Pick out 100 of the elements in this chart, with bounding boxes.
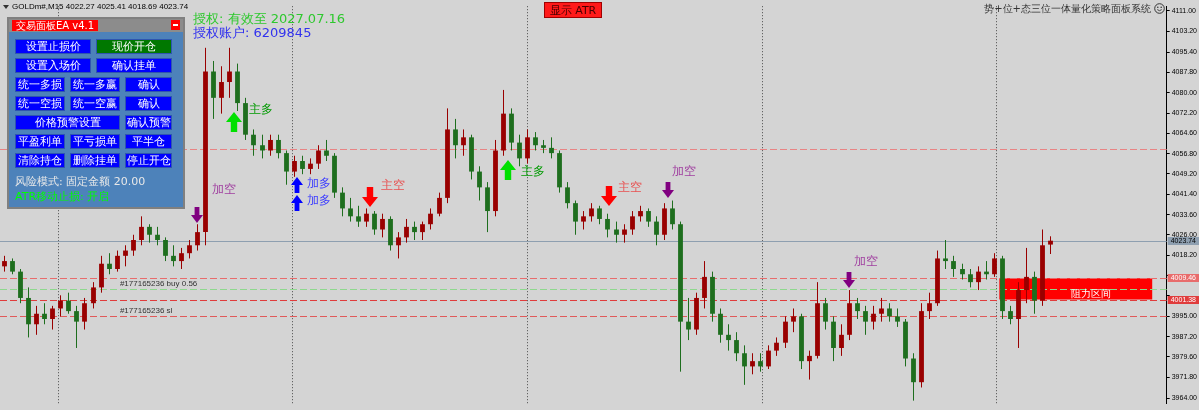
- candlestick: [380, 213, 385, 238]
- candlestick: [461, 128, 466, 157]
- annotation: 主空: [618, 180, 643, 195]
- candlestick: [356, 205, 361, 228]
- candlestick: [251, 128, 256, 157]
- candlestick: [340, 186, 345, 217]
- candlestick: [99, 255, 104, 294]
- annotation: 确认挂单: [96, 58, 172, 73]
- candlestick: [42, 302, 47, 325]
- annotation: 势+位+态三位一体量化策略面板系统: [984, 3, 1151, 14]
- candlestick: [485, 181, 490, 233]
- candlestick: [774, 336, 779, 357]
- annotation: 加空: [212, 182, 237, 197]
- candlestick: [943, 239, 948, 270]
- annotation: 确认: [125, 77, 172, 92]
- candlestick: [179, 247, 184, 270]
- annotation: 现价开仓: [96, 39, 172, 54]
- candlestick: [968, 268, 973, 288]
- annotation: 清除持仓: [15, 153, 65, 168]
- annotation: 平半仓: [125, 134, 172, 149]
- candlestick: [750, 352, 755, 375]
- candlestick: [82, 297, 87, 331]
- candlestick: [131, 234, 136, 257]
- candlestick: [1032, 271, 1037, 315]
- candlestick: [453, 118, 458, 159]
- candlestick: [404, 218, 409, 244]
- candlestick: [428, 207, 433, 230]
- candlestick: [871, 305, 876, 331]
- candlestick: [702, 260, 707, 309]
- annotation: 统一空损: [15, 96, 65, 111]
- candlestick: [155, 226, 160, 246]
- candlestick: [268, 134, 273, 157]
- candlestick: [437, 192, 442, 217]
- candlestick: [565, 181, 570, 209]
- candlestick: [74, 305, 79, 349]
- candlestick: [654, 215, 659, 246]
- candlestick: [517, 134, 522, 167]
- candlestick: [292, 155, 297, 178]
- annotation: 加多: [306, 193, 331, 208]
- candlestick: [219, 65, 224, 115]
- candlestick: [187, 239, 192, 259]
- candlestick: [316, 144, 321, 170]
- candlestick: [646, 207, 651, 228]
- annotation: 平盈利单: [15, 134, 65, 149]
- candlestick: [791, 307, 796, 333]
- candlestick: [742, 344, 747, 386]
- candlestick: [227, 47, 232, 99]
- candlestick: [139, 215, 144, 246]
- candlestick: [726, 323, 731, 352]
- candlestick: [58, 294, 63, 317]
- annotation: 删除挂单: [70, 153, 120, 168]
- text: 交易面板EA v4.1: [12, 20, 99, 31]
- annotation: 加空: [853, 254, 878, 269]
- annotation: 风险模式: 固定金额 20.00: [15, 175, 146, 188]
- candlestick: [951, 255, 956, 278]
- annotation: 主多: [521, 164, 546, 179]
- candlestick: [887, 302, 892, 323]
- candlestick: [992, 252, 997, 278]
- candlestick: [163, 236, 168, 262]
- candlestick: [364, 207, 369, 228]
- annotation: 确认预警: [125, 115, 172, 130]
- annotation: 统一空赢: [70, 96, 120, 111]
- candlestick: [348, 197, 353, 223]
- ref-line-label: #177165236 buy 0.56: [119, 279, 198, 289]
- candlestick: [66, 292, 71, 315]
- candlestick: [863, 305, 868, 336]
- annotation: 平亏损单: [70, 134, 120, 149]
- candlestick: [260, 134, 265, 159]
- candlestick: [477, 165, 482, 202]
- candlestick: [670, 200, 675, 230]
- candlestick: [734, 331, 739, 362]
- annotation: 统一多赢: [70, 77, 120, 92]
- candlestick: [766, 344, 771, 370]
- candlestick: [107, 252, 112, 275]
- annotation: 统一多损: [15, 77, 65, 92]
- candlestick: [807, 350, 812, 381]
- annotation: 设置止损价: [15, 39, 91, 54]
- candlestick: [839, 323, 844, 357]
- candlestick: [581, 210, 586, 230]
- candlestick: [324, 139, 329, 162]
- candlestick: [573, 200, 578, 236]
- candlestick: [284, 150, 289, 186]
- annotation: 停止开仓: [125, 153, 172, 168]
- ref-line-label: #177165236 sl: [119, 306, 173, 316]
- candlestick: [823, 297, 828, 331]
- candlestick: [300, 155, 305, 175]
- candlestick: [927, 292, 932, 320]
- candlestick: [115, 250, 120, 273]
- candlestick: [686, 297, 691, 341]
- candlestick: [34, 305, 39, 336]
- candlestick: [372, 210, 377, 236]
- candlestick: [911, 352, 916, 402]
- candlestick: [622, 223, 627, 244]
- band-label: 阻力区间: [1071, 287, 1112, 299]
- candlestick: [549, 136, 554, 159]
- candlestick: [123, 244, 128, 267]
- candlestick: [396, 231, 401, 259]
- candlestick: [420, 221, 425, 241]
- annotation: 价格预警设置: [15, 115, 120, 130]
- candlestick: [91, 281, 96, 309]
